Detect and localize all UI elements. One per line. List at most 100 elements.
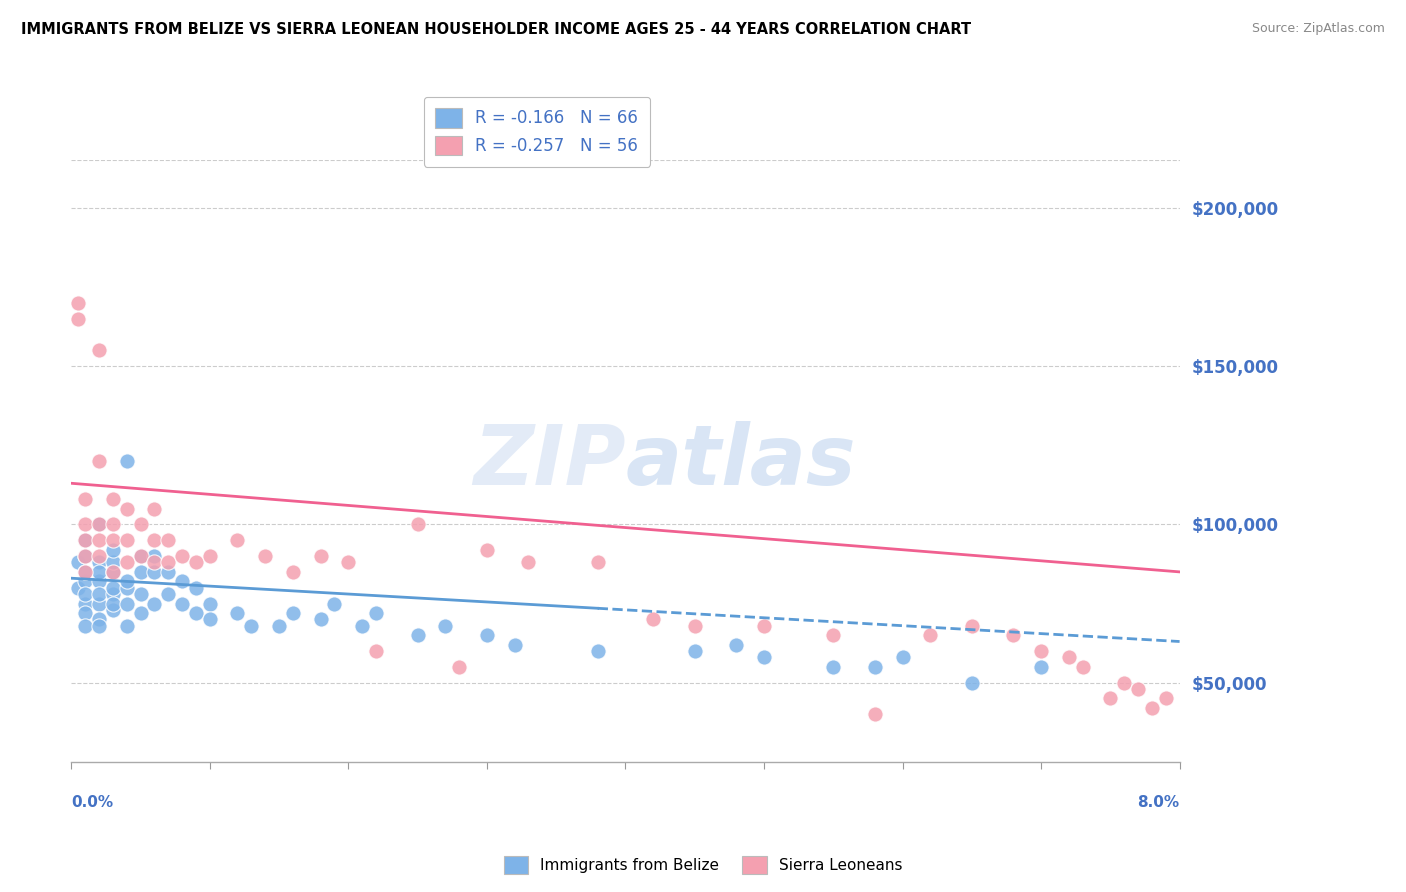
Point — [115, 581, 138, 595]
Point — [101, 603, 124, 617]
Point — [101, 492, 124, 507]
Point — [960, 675, 983, 690]
Point — [75, 597, 97, 611]
Point — [101, 565, 124, 579]
Point — [184, 581, 207, 595]
Point — [823, 660, 845, 674]
Point — [1071, 660, 1094, 674]
Point — [75, 492, 97, 507]
Text: 0.0%: 0.0% — [72, 795, 114, 810]
Point — [75, 618, 97, 632]
Point — [75, 574, 97, 589]
Point — [281, 606, 304, 620]
Point — [1154, 691, 1177, 706]
Point — [115, 555, 138, 569]
Point — [643, 612, 665, 626]
Point — [406, 517, 429, 532]
Point — [683, 618, 706, 632]
Point — [87, 574, 110, 589]
Point — [1029, 660, 1052, 674]
Point — [170, 574, 193, 589]
Point — [364, 644, 387, 658]
Point — [891, 650, 914, 665]
Point — [157, 533, 180, 548]
Point — [1029, 644, 1052, 658]
Point — [75, 565, 97, 579]
Text: atlas: atlas — [626, 421, 856, 501]
Point — [170, 597, 193, 611]
Point — [170, 549, 193, 563]
Point — [87, 555, 110, 569]
Point — [67, 555, 90, 569]
Point — [267, 618, 290, 632]
Point — [87, 597, 110, 611]
Point — [449, 660, 471, 674]
Point — [87, 549, 110, 563]
Point — [281, 565, 304, 579]
Point — [352, 618, 374, 632]
Point — [87, 454, 110, 468]
Point — [75, 533, 97, 548]
Point — [75, 533, 97, 548]
Point — [101, 587, 124, 601]
Point — [725, 638, 748, 652]
Point — [143, 597, 166, 611]
Point — [75, 517, 97, 532]
Point — [1057, 650, 1080, 665]
Point — [101, 555, 124, 569]
Point — [115, 574, 138, 589]
Point — [129, 606, 152, 620]
Point — [920, 628, 942, 642]
Point — [226, 533, 249, 548]
Point — [115, 533, 138, 548]
Point — [67, 311, 90, 326]
Point — [198, 549, 221, 563]
Point — [586, 555, 609, 569]
Point — [1114, 675, 1136, 690]
Point — [157, 555, 180, 569]
Point — [752, 650, 775, 665]
Point — [586, 644, 609, 658]
Point — [129, 587, 152, 601]
Legend: Immigrants from Belize, Sierra Leoneans: Immigrants from Belize, Sierra Leoneans — [498, 850, 908, 880]
Point — [475, 542, 498, 557]
Point — [517, 555, 540, 569]
Point — [129, 565, 152, 579]
Point — [101, 533, 124, 548]
Legend: R = -0.166   N = 66, R = -0.257   N = 56: R = -0.166 N = 66, R = -0.257 N = 56 — [423, 96, 650, 167]
Point — [323, 597, 346, 611]
Point — [364, 606, 387, 620]
Point — [198, 597, 221, 611]
Point — [87, 618, 110, 632]
Point — [87, 517, 110, 532]
Point — [87, 612, 110, 626]
Point — [101, 565, 124, 579]
Text: Source: ZipAtlas.com: Source: ZipAtlas.com — [1251, 22, 1385, 36]
Point — [67, 581, 90, 595]
Point — [115, 454, 138, 468]
Point — [184, 606, 207, 620]
Point — [475, 628, 498, 642]
Point — [406, 628, 429, 642]
Point — [75, 549, 97, 563]
Point — [143, 549, 166, 563]
Point — [101, 597, 124, 611]
Point — [309, 612, 332, 626]
Point — [960, 618, 983, 632]
Point — [75, 587, 97, 601]
Point — [752, 618, 775, 632]
Point — [143, 565, 166, 579]
Point — [143, 501, 166, 516]
Point — [254, 549, 277, 563]
Point — [75, 565, 97, 579]
Point — [434, 618, 457, 632]
Point — [87, 587, 110, 601]
Point — [863, 660, 886, 674]
Point — [143, 555, 166, 569]
Point — [115, 618, 138, 632]
Point — [157, 587, 180, 601]
Point — [115, 501, 138, 516]
Point — [683, 644, 706, 658]
Point — [75, 549, 97, 563]
Point — [143, 533, 166, 548]
